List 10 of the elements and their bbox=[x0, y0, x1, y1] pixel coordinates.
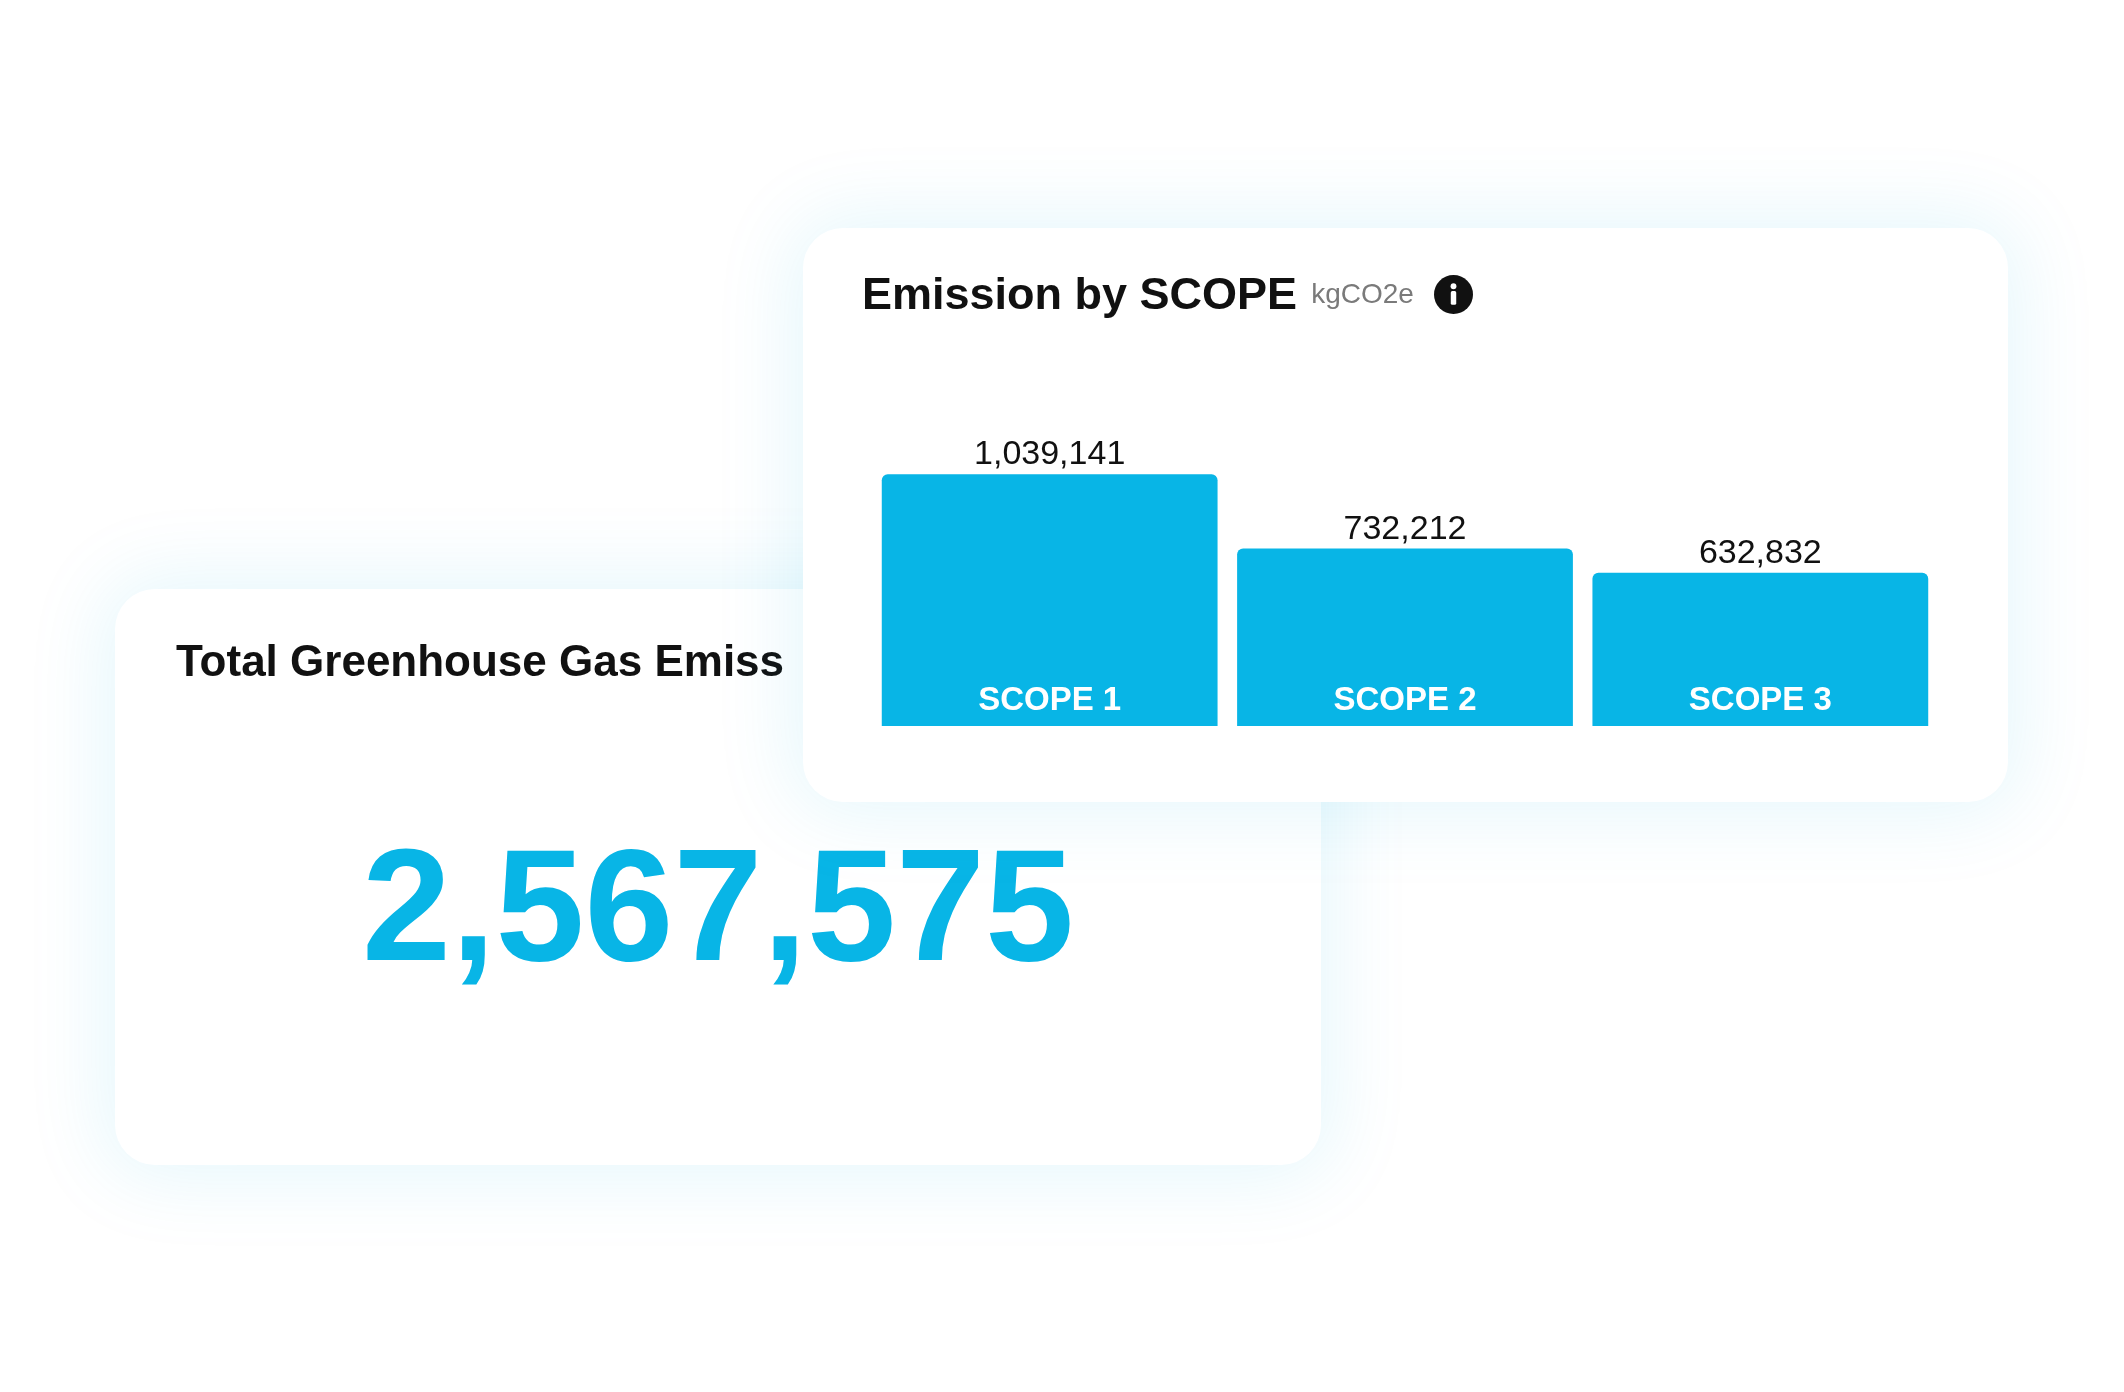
x-tick-label: SCOPE 2 bbox=[1333, 679, 1477, 717]
text: 2,567,575 bbox=[361, 815, 1075, 994]
chart-subtitle: kgCO2e bbox=[1311, 278, 1414, 310]
x-tick-label: SCOPE 1 bbox=[978, 679, 1122, 717]
data-label: 632,832 bbox=[1698, 531, 1822, 570]
data-label: 1,039,141 bbox=[974, 433, 1126, 472]
text: Total Greenhouse Gas Emiss bbox=[176, 635, 785, 687]
chart-title: Emission by SCOPE bbox=[862, 268, 1298, 320]
data-label: 732,212 bbox=[1343, 507, 1467, 546]
x-tick-label: SCOPE 3 bbox=[1688, 679, 1832, 717]
